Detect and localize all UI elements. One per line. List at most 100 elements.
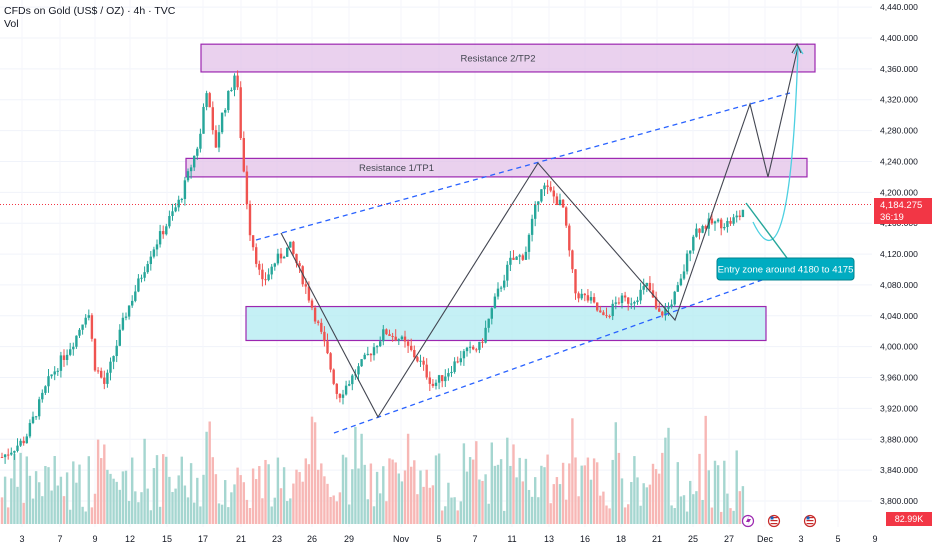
- event-icons[interactable]: [741, 514, 817, 528]
- volume-bar: [602, 491, 605, 524]
- volume-bar: [289, 498, 292, 524]
- volume-bar: [307, 464, 311, 524]
- candle-body: [729, 220, 732, 224]
- volume-bar: [329, 496, 332, 524]
- candle-body: [155, 244, 159, 250]
- volume-bar: [10, 478, 13, 524]
- volume-bar: [47, 467, 50, 524]
- flag-stripe: [806, 520, 814, 522]
- grid: [0, 0, 876, 527]
- candle-body: [152, 249, 156, 257]
- volume-bar: [444, 506, 447, 524]
- candle-body: [84, 317, 87, 325]
- volume-bar: [630, 482, 633, 524]
- volume-bar: [25, 456, 28, 524]
- volume-bar: [28, 475, 32, 524]
- volume-indicator-label[interactable]: Vol: [4, 18, 19, 30]
- candle-body: [431, 383, 435, 386]
- volume-bar: [258, 466, 261, 524]
- candle-body: [348, 384, 351, 386]
- candle-body: [413, 350, 416, 358]
- projected-wave-path: [280, 46, 799, 419]
- volume-bar: [286, 501, 289, 524]
- entry-callout-box: [716, 257, 855, 281]
- volume-bar: [38, 482, 41, 524]
- candle-body: [62, 355, 66, 360]
- volume-bar: [515, 477, 518, 524]
- candle-body: [701, 226, 704, 233]
- volume-bar: [651, 463, 655, 524]
- volume-bar: [400, 481, 404, 524]
- drawings: Entry zone around 4180 to 4175: [0, 42, 872, 434]
- volume-bar: [555, 477, 559, 524]
- volume-bar: [419, 470, 422, 524]
- volume-bar: [124, 470, 128, 524]
- candle-body: [344, 385, 348, 395]
- volume-bar: [369, 463, 373, 524]
- symbol-title[interactable]: CFDs on Gold (US$ / OZ) · 4h · TVC: [4, 5, 176, 17]
- candle-body: [664, 308, 667, 316]
- time-axis[interactable]: 3 7 9 12 15 17 21 23 26 29 Nov 5 7 11 13 16 18 21 25 27 Dec 3…: [0, 527, 932, 550]
- x-tick-label: 9: [92, 534, 97, 544]
- volume-bar: [248, 507, 252, 524]
- volume-bar: [41, 496, 44, 524]
- candle-body: [617, 302, 621, 304]
- volume-bar: [295, 469, 298, 524]
- candle-body: [710, 218, 714, 224]
- candle-body: [596, 302, 599, 311]
- candle-body: [611, 303, 614, 317]
- candle-body: [627, 297, 630, 304]
- candle-body: [648, 282, 652, 291]
- y-tick-label: 4,280.000: [880, 126, 918, 136]
- candle-body: [251, 235, 255, 248]
- candle-body: [127, 305, 131, 317]
- volume-bar: [620, 478, 624, 524]
- candle-body: [323, 331, 326, 342]
- candle-body: [134, 291, 137, 301]
- candle-body: [56, 370, 59, 372]
- candle-body: [369, 353, 373, 356]
- volume-bar: [608, 508, 611, 524]
- candle-body: [713, 221, 717, 224]
- candle-body: [0, 457, 4, 459]
- candle-body: [41, 392, 44, 400]
- candle-body: [363, 354, 366, 360]
- candle-body: [540, 189, 543, 202]
- candle-body: [682, 271, 686, 279]
- volume-bar: [537, 497, 540, 524]
- candle-body: [220, 112, 224, 133]
- flag-canton: [770, 516, 774, 520]
- candle-body: [735, 215, 738, 218]
- volume-bar: [304, 458, 307, 524]
- candle-body: [478, 341, 481, 350]
- volume-bar: [199, 506, 202, 524]
- flag-stripe: [770, 523, 778, 525]
- candle-body: [106, 372, 109, 384]
- candle-body: [131, 300, 134, 306]
- y-tick-label: 4,040.000: [880, 311, 918, 321]
- volume-bar: [211, 457, 214, 524]
- candle-body: [679, 278, 683, 286]
- price-axis[interactable]: 4,440.000 4,400.000 4,360.000 4,320.000 4,28…: [872, 0, 932, 550]
- candle-body: [704, 226, 707, 229]
- volume-bar: [251, 468, 255, 524]
- volume-bar: [679, 496, 683, 524]
- x-tick-label: 7: [57, 534, 62, 544]
- volume-bar: [704, 415, 707, 524]
- candle-body: [28, 423, 32, 437]
- candle-body: [692, 236, 695, 251]
- candle-body: [87, 315, 90, 318]
- volume-bar: [332, 495, 335, 524]
- candle-body: [555, 196, 559, 206]
- x-tick-label: 27: [724, 534, 734, 544]
- candle-body: [459, 358, 462, 363]
- candle-body: [242, 138, 245, 172]
- volume-bar: [127, 500, 131, 524]
- candle-body: [410, 345, 413, 351]
- candle-body: [307, 286, 311, 301]
- volume-bar: [475, 441, 478, 524]
- candle-body: [561, 199, 565, 208]
- volume-bar: [385, 501, 388, 524]
- volume-bar: [134, 491, 137, 524]
